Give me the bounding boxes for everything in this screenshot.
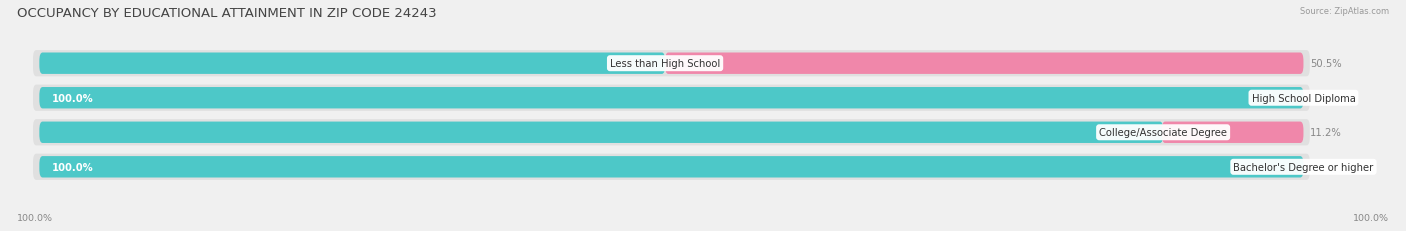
- FancyBboxPatch shape: [39, 156, 1303, 178]
- FancyBboxPatch shape: [39, 88, 1303, 109]
- Text: 49.5%: 49.5%: [621, 59, 652, 69]
- FancyBboxPatch shape: [32, 120, 1310, 146]
- Text: Bachelor's Degree or higher: Bachelor's Degree or higher: [1233, 162, 1374, 172]
- Text: 100.0%: 100.0%: [52, 162, 94, 172]
- Text: Source: ZipAtlas.com: Source: ZipAtlas.com: [1301, 7, 1389, 16]
- FancyBboxPatch shape: [32, 154, 1310, 180]
- Text: 100.0%: 100.0%: [17, 213, 53, 222]
- Text: 11.2%: 11.2%: [1310, 128, 1341, 138]
- Text: College/Associate Degree: College/Associate Degree: [1099, 128, 1227, 138]
- FancyBboxPatch shape: [32, 51, 1310, 77]
- Text: Less than High School: Less than High School: [610, 59, 720, 69]
- Text: 88.9%: 88.9%: [1119, 128, 1150, 138]
- FancyBboxPatch shape: [39, 122, 1163, 143]
- Text: OCCUPANCY BY EDUCATIONAL ATTAINMENT IN ZIP CODE 24243: OCCUPANCY BY EDUCATIONAL ATTAINMENT IN Z…: [17, 7, 436, 20]
- FancyBboxPatch shape: [39, 53, 665, 75]
- Text: 100.0%: 100.0%: [52, 93, 94, 103]
- Text: 100.0%: 100.0%: [1353, 213, 1389, 222]
- FancyBboxPatch shape: [1161, 122, 1303, 143]
- Text: 50.5%: 50.5%: [1310, 59, 1341, 69]
- Text: High School Diploma: High School Diploma: [1251, 93, 1355, 103]
- FancyBboxPatch shape: [665, 53, 1303, 75]
- FancyBboxPatch shape: [32, 85, 1310, 111]
